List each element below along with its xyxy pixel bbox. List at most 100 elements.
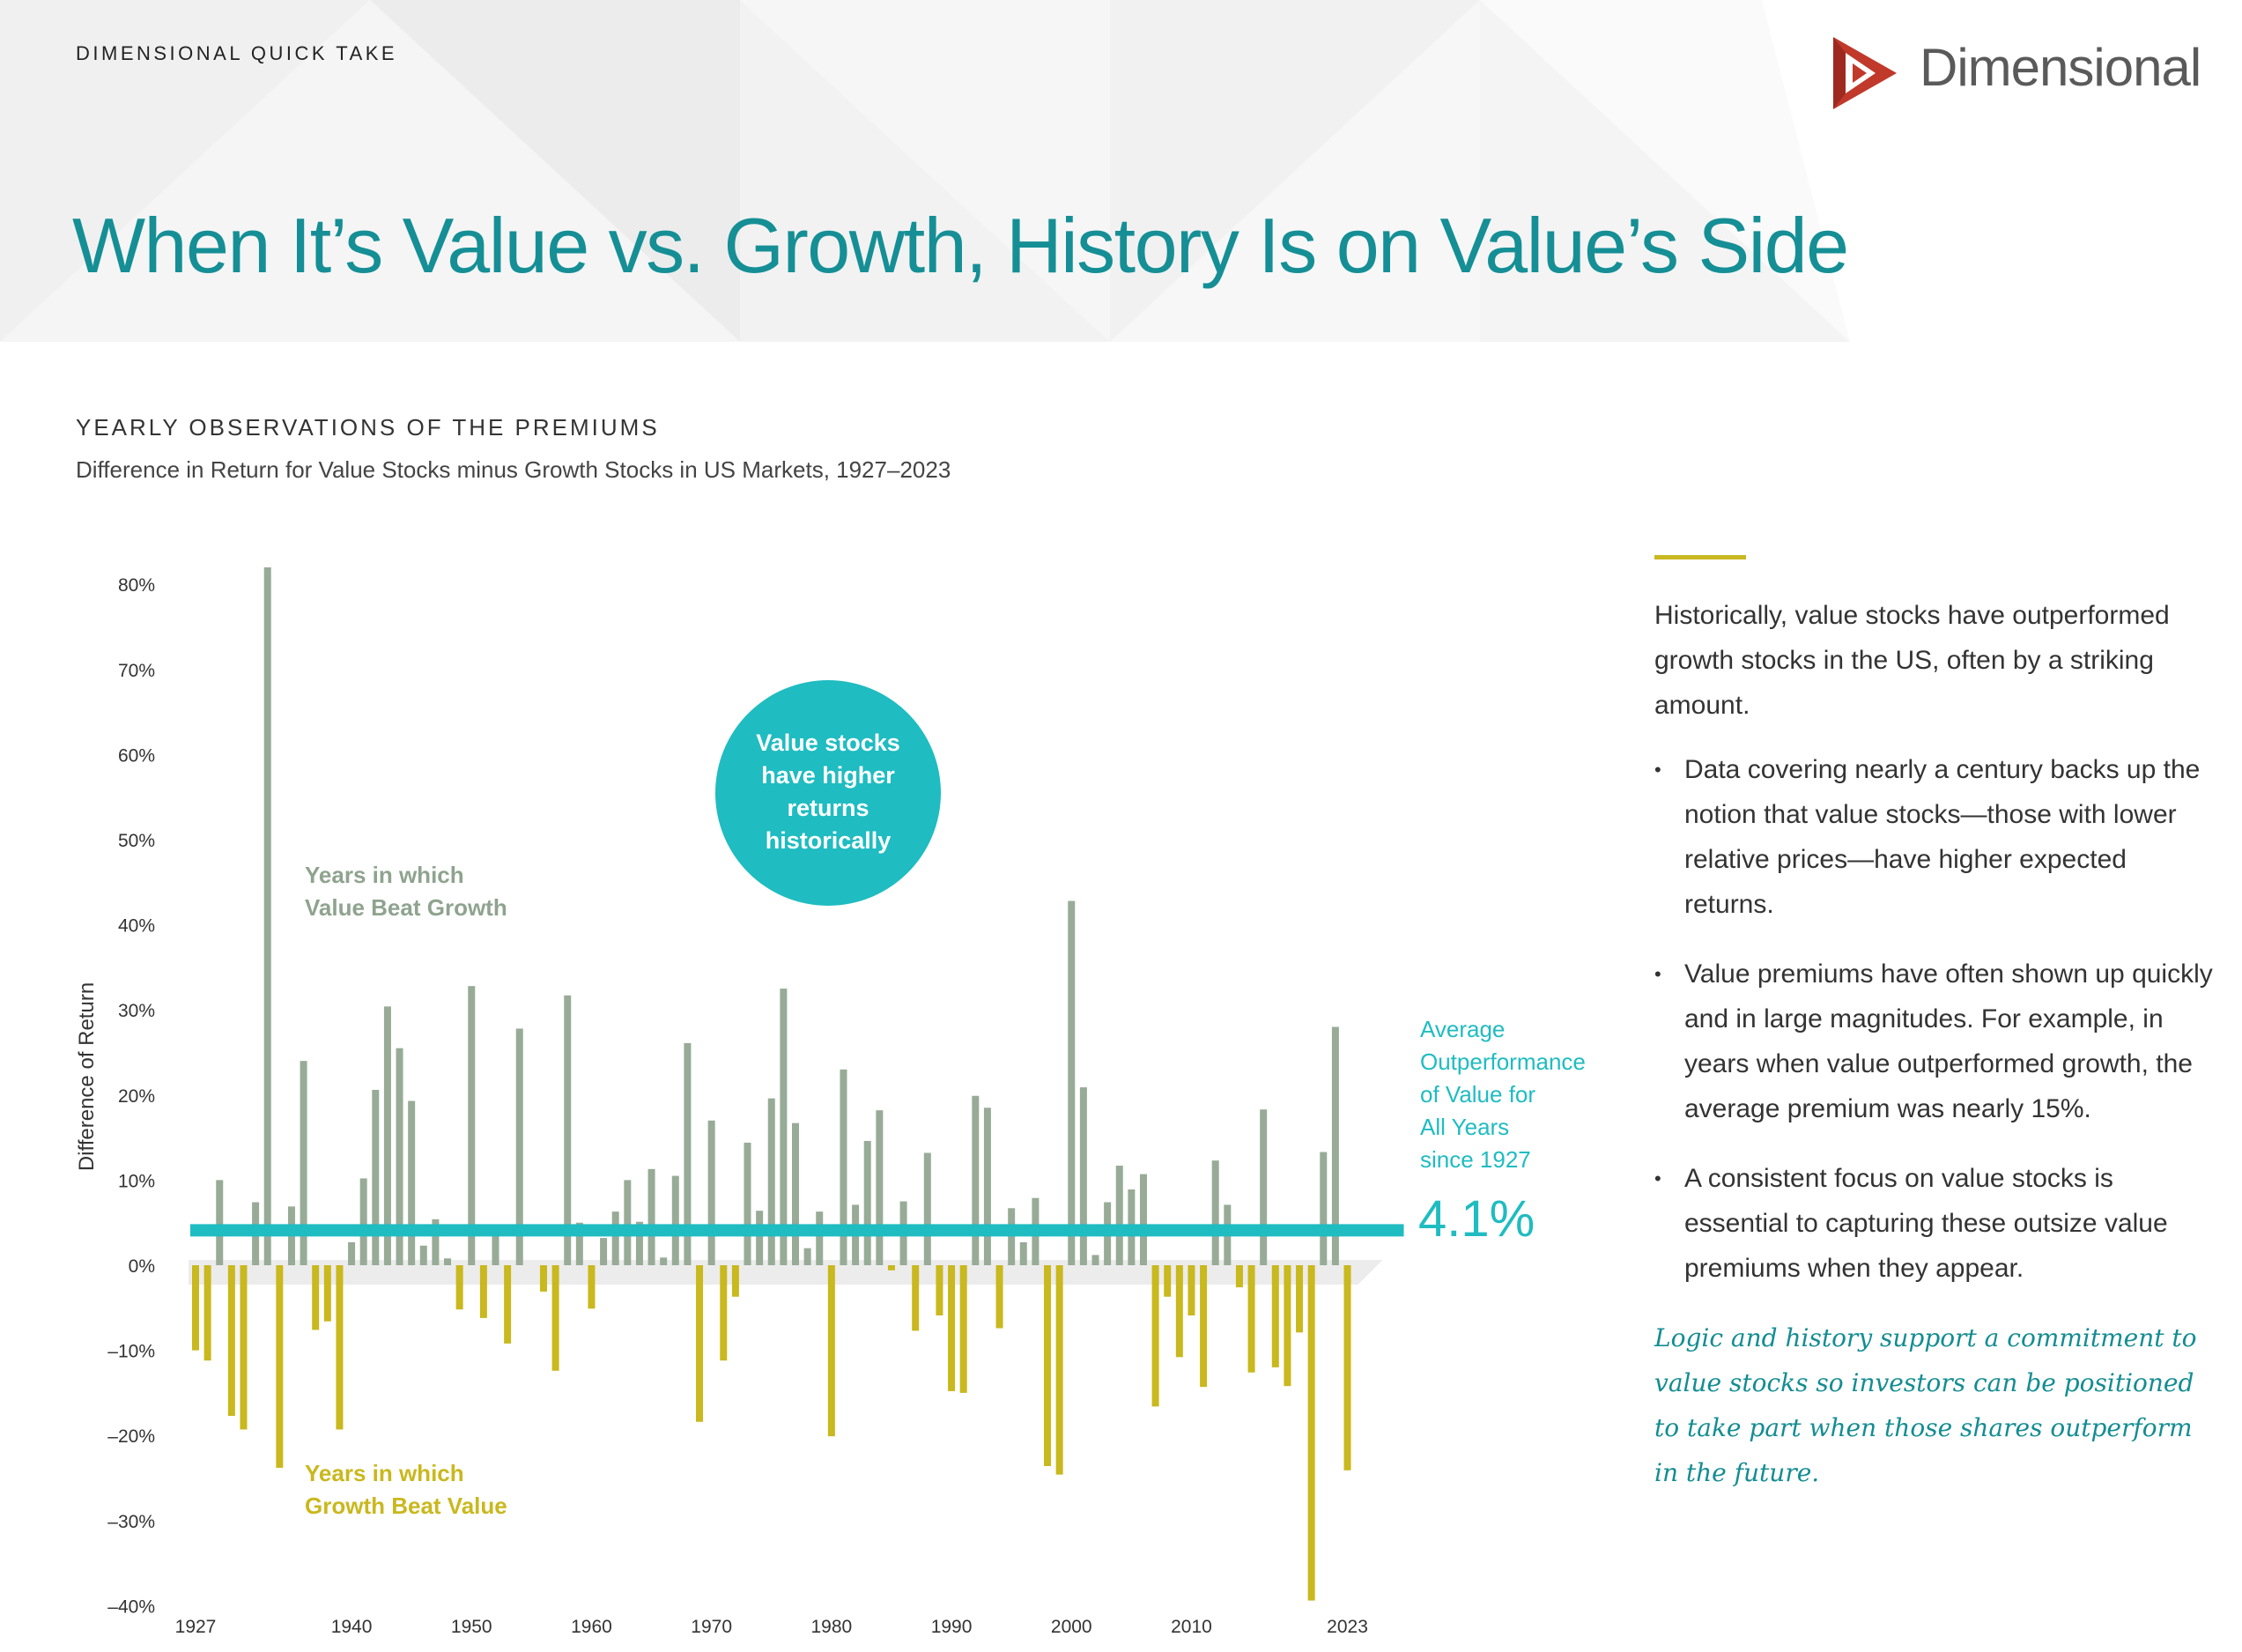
value-bar: [348, 1241, 356, 1265]
growth-bar: [1200, 1265, 1208, 1388]
sidebar-rule: [1654, 555, 1746, 559]
y-axis: 80% 70% 60% 50% 40% 30% 20% 10% 0% –10% –20% –30% –4…: [75, 575, 155, 1617]
value-bar: [1331, 1026, 1339, 1265]
growth-bar: [336, 1265, 344, 1430]
x-tick-label: 1940: [331, 1617, 373, 1637]
y-tick-label: –20%: [107, 1426, 155, 1447]
growth-bar: [588, 1265, 596, 1309]
growth-bar: [696, 1265, 704, 1422]
growth-bar: [959, 1265, 967, 1393]
growth-bar: [504, 1265, 512, 1344]
growth-bar: [1151, 1265, 1159, 1407]
y-tick-label: 60%: [118, 745, 155, 766]
value-bar: [396, 1048, 403, 1265]
value-bar: [1115, 1165, 1123, 1265]
value-bar: [840, 1069, 847, 1265]
callout-bubble-text: returns: [787, 795, 869, 821]
y-axis-label: Difference of Return: [75, 982, 99, 1171]
value-beat-label: Value Beat Growth: [305, 894, 507, 921]
sidebar: Historically, value stocks have outperfo…: [1654, 555, 2218, 1495]
y-tick-label: 70%: [118, 661, 155, 681]
growth-bar: [227, 1265, 235, 1416]
sidebar-quote: Logic and history support a commitment t…: [1654, 1323, 2197, 1487]
value-bar: [780, 989, 788, 1265]
x-tick-label: 1970: [691, 1617, 732, 1637]
sidebar-bullet: • A consistent focus on value stocks is e…: [1654, 1156, 2218, 1291]
value-bar: [792, 1122, 799, 1265]
growth-bar: [1044, 1265, 1052, 1466]
growth-bar: [1307, 1265, 1315, 1601]
value-bar: [419, 1245, 427, 1265]
value-bar: [444, 1258, 452, 1265]
growth-bar: [240, 1265, 248, 1430]
growth-bar: [1343, 1265, 1351, 1471]
average-caption: Outperformance: [1420, 1048, 1586, 1075]
x-tick-label: 1950: [451, 1617, 492, 1637]
growth-bar: [551, 1265, 559, 1371]
growth-bar: [912, 1265, 920, 1331]
growth-beat-label: Growth Beat Value: [305, 1493, 507, 1519]
growth-bar: [1271, 1265, 1279, 1367]
callout-bubble-text: historically: [766, 827, 892, 854]
value-bar: [983, 1108, 991, 1265]
value-bar: [1068, 900, 1076, 1265]
value-bar: [671, 1175, 679, 1265]
growth-bar: [1164, 1265, 1172, 1297]
growth-bar: [203, 1265, 211, 1361]
bullet-icon: •: [1654, 759, 1661, 781]
sidebar-lead: Historically, value stocks have outperfo…: [1654, 601, 2170, 720]
value-bar: [432, 1219, 440, 1265]
growth-bar: [192, 1265, 199, 1351]
value-bar: [216, 1180, 224, 1265]
growth-bar: [936, 1265, 943, 1315]
chart-title: YEARLY OBSERVATIONS OF THE PREMIUMS: [76, 414, 660, 441]
growth-bar: [479, 1265, 487, 1318]
y-tick-label: –30%: [107, 1512, 155, 1532]
bullet-icon: •: [1654, 963, 1661, 985]
value-bar: [600, 1238, 608, 1265]
callout-bubble-text: have higher: [761, 762, 895, 789]
average-caption: All Years: [1420, 1114, 1509, 1140]
value-bar: [372, 1090, 380, 1265]
average-caption: of Value for: [1420, 1081, 1535, 1108]
callout-bubble: [715, 680, 941, 906]
value-bar: [816, 1211, 824, 1265]
chart-subtitle: Difference in Return for Value Stocks mi…: [76, 456, 951, 483]
value-bar: [876, 1110, 884, 1265]
dimensional-logo: Dimensional: [1828, 33, 2201, 113]
callout-bubble-text: Value stocks: [756, 730, 900, 756]
sidebar-bullet: • Value premiums have often shown up quic…: [1654, 952, 2218, 1131]
value-bar: [624, 1180, 632, 1265]
value-bar: [635, 1221, 643, 1265]
value-bar: [744, 1142, 751, 1265]
growth-bar: [539, 1265, 547, 1292]
value-bar: [1211, 1160, 1219, 1265]
y-tick-label: 20%: [118, 1086, 155, 1107]
growth-bar: [1188, 1265, 1195, 1315]
value-bar: [408, 1100, 416, 1265]
value-bar: [707, 1120, 715, 1265]
x-tick-label: 1960: [571, 1617, 612, 1637]
average-value: 4.1%: [1418, 1190, 1535, 1248]
growth-bar: [1284, 1265, 1291, 1387]
bar-chart: 80% 70% 60% 50% 40% 30% 20% 10% 0% –10% –20% –30% –4…: [75, 567, 1586, 1637]
growth-bar: [995, 1265, 1003, 1329]
header-background: [0, 0, 2242, 342]
sidebar-bullet: • Data covering nearly a century backs up…: [1654, 747, 2218, 927]
growth-beat-label: Years in which: [305, 1460, 464, 1486]
value-bar: [684, 1042, 692, 1265]
value-bar: [972, 1095, 980, 1265]
value-bar: [923, 1152, 931, 1265]
value-bar: [1079, 1087, 1087, 1265]
value-bar: [575, 1222, 583, 1265]
value-bar: [492, 1233, 499, 1265]
value-bar: [359, 1178, 367, 1265]
bullet-text: Value premiums have often shown up quick…: [1684, 959, 2213, 1123]
x-axis: 1927 1940 1950 1960 1970 1980 1990 2000 2010 2023: [175, 1617, 1368, 1637]
average-caption: since 1927: [1420, 1146, 1531, 1173]
bars-group: [189, 567, 1404, 1601]
value-bar: [1091, 1255, 1099, 1265]
growth-bar: [1055, 1265, 1063, 1475]
growth-bar: [948, 1265, 956, 1391]
growth-bar: [312, 1265, 320, 1330]
